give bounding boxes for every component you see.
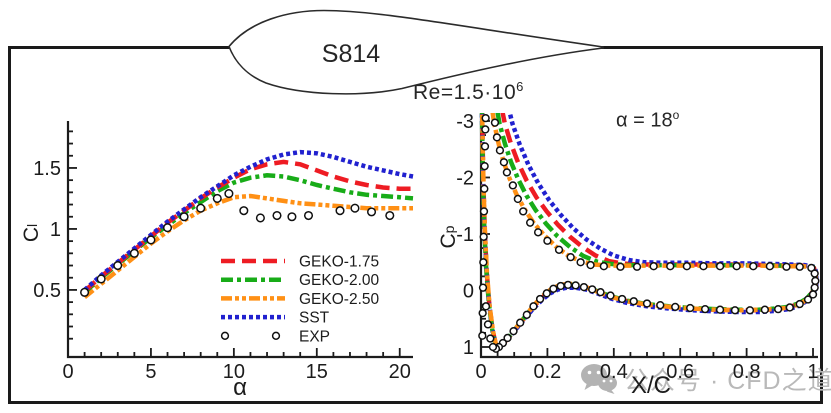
svg-text:0.6: 0.6 (666, 361, 694, 383)
aoa-annotation: α = 18o (616, 108, 679, 133)
legend-label-GEKO-2.50: GEKO-2.50 (299, 291, 379, 308)
svg-text:10: 10 (223, 361, 245, 383)
series-EXP (478, 113, 820, 353)
airfoil-label: S814 (321, 40, 381, 68)
chart1-axes (479, 116, 818, 359)
svg-text:1: 1 (807, 361, 818, 383)
svg-text:15: 15 (306, 361, 328, 383)
series-SST (83, 149, 414, 292)
reynolds-number-label: Re=1.5·106 (413, 79, 524, 105)
legend-marker-EXP (271, 331, 281, 340)
chart0-series (80, 149, 414, 299)
svg-text:1: 1 (50, 219, 61, 241)
series-EXP (80, 189, 395, 297)
cl-axis-label-sub: l (24, 223, 40, 227)
svg-text:-1: -1 (456, 224, 474, 246)
chart0-tick-labels: 0 5 10 15 20 0.5 1 1.5 (33, 158, 411, 383)
series-GEKO-2.50 (479, 113, 818, 351)
svg-text:0.4: 0.4 (600, 361, 628, 383)
chart0-axes (66, 121, 413, 359)
svg-text:1: 1 (463, 337, 474, 359)
chart0-ticks (67, 130, 401, 357)
svg-text:20: 20 (389, 361, 411, 383)
legend-label-EXP: EXP (299, 328, 330, 345)
svg-text:0.2: 0.2 (533, 361, 561, 383)
airfoil-shape (228, 9, 604, 95)
svg-text:-2: -2 (456, 167, 474, 189)
watermark-text: 公众号 · CFD之道 (624, 367, 831, 395)
svg-text:0: 0 (475, 361, 486, 383)
series-GEKO-2.50 (83, 193, 413, 299)
svg-text:0.5: 0.5 (33, 280, 61, 302)
svg-text:1.5: 1.5 (33, 158, 61, 180)
svg-text:-3: -3 (456, 111, 474, 133)
chart1-series (478, 113, 820, 353)
svg-text:0: 0 (463, 280, 474, 302)
chart1-tick-labels: 0 0.2 0.4 0.6 0.8 1-3-2-101 (456, 111, 818, 383)
series-GEKO-2.00 (83, 173, 414, 295)
cp-axis-label-sub: p (441, 225, 457, 234)
alpha-axis-label: α (233, 374, 247, 401)
cp-axis-label-main: C (437, 233, 460, 249)
legend-label-GEKO-1.75: GEKO-1.75 (299, 254, 379, 271)
reynolds-base: Re=1.5·10 (413, 81, 517, 104)
svg-text:5: 5 (145, 361, 156, 383)
legend-label-SST: SST (299, 310, 330, 327)
xc-axis-label: X/C (630, 372, 671, 399)
legend-label-GEKO-2.00: GEKO-2.00 (299, 272, 379, 289)
aoa-annotation-base: α = 18 (616, 109, 673, 132)
wechat-icon (581, 364, 617, 394)
svg-text:0: 0 (62, 361, 73, 383)
legend-marker-EXP (220, 331, 230, 340)
chart1-ticks (480, 120, 814, 357)
svg-text:0.8: 0.8 (733, 361, 761, 383)
reynolds-exponent: 6 (516, 79, 524, 94)
aoa-annotation-sup: o (672, 108, 680, 122)
watermark: 公众号 · CFD之道 (580, 363, 831, 395)
cl-axis-label-main: C (20, 226, 43, 243)
